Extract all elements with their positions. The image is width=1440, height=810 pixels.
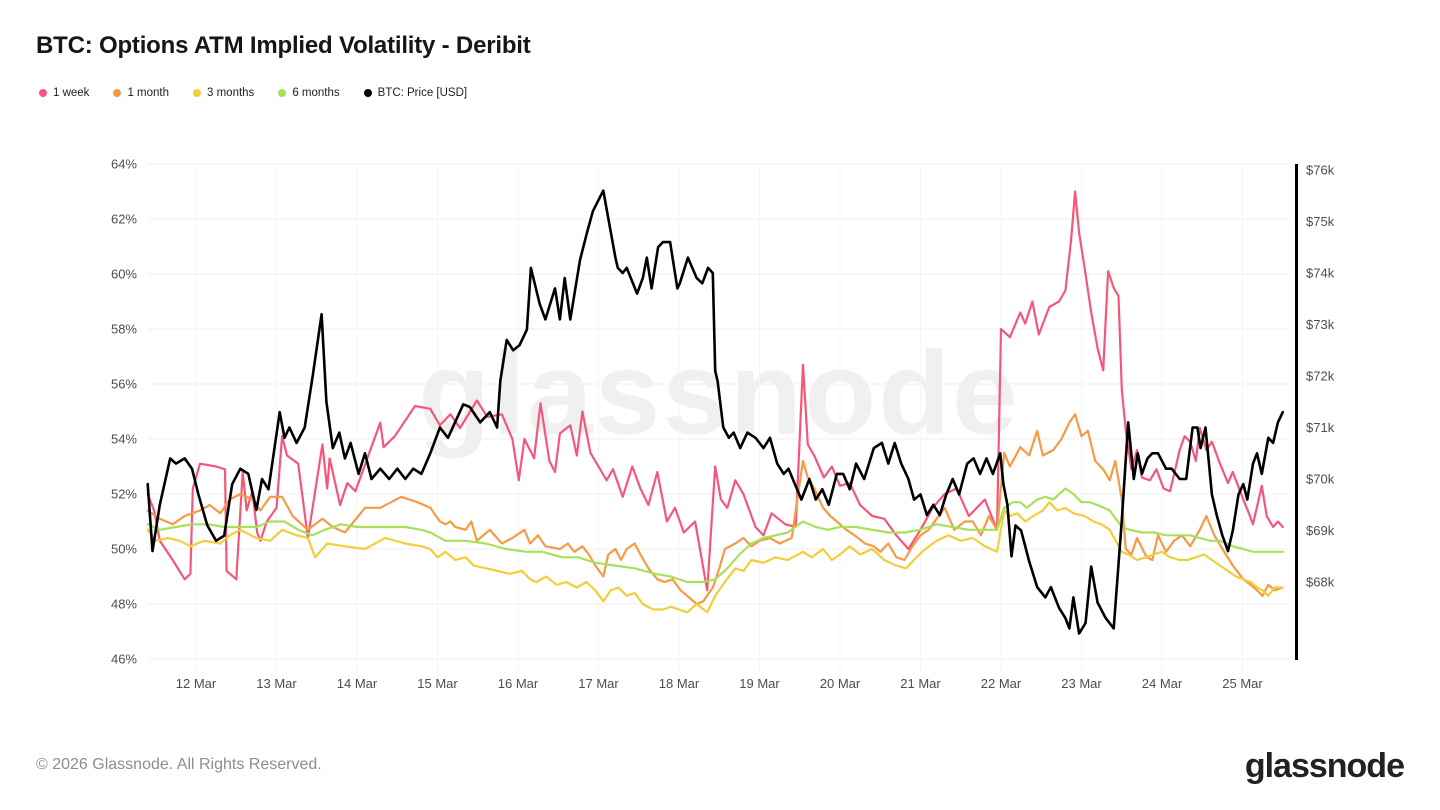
x-axis-tick-label: 19 Mar	[739, 676, 780, 691]
legend-label: 6 months	[292, 87, 340, 99]
series-line-btc-price-usd[interactable]	[146, 189, 1285, 635]
legend-label: 1 month	[127, 87, 169, 99]
x-axis-tick-label: 22 Mar	[981, 676, 1022, 691]
x-axis-tick-label: 15 Mar	[417, 676, 458, 691]
x-axis-tick-label: 24 Mar	[1142, 676, 1183, 691]
y-axis-right-tick-label: $73k	[1306, 317, 1335, 332]
legend-swatch-1-week	[39, 89, 47, 97]
y-axis-right-tick-label: $75k	[1306, 214, 1335, 229]
y-axis-left-tick-label: 62%	[111, 212, 137, 227]
series-line-1-month[interactable]	[146, 413, 1284, 606]
footer-copyright: © 2026 Glassnode. All Rights Reserved.	[36, 756, 322, 773]
glassnode-logo: glassnode	[1244, 747, 1405, 785]
legend-label: 1 week	[53, 87, 90, 99]
legend-item-btc-price-usd[interactable]: BTC: Price [USD]	[363, 87, 468, 99]
x-axis-tick-label: 23 Mar	[1061, 676, 1102, 691]
series-line-1-week[interactable]	[146, 190, 1284, 592]
series-line-3-months[interactable]	[146, 501, 1284, 614]
legend-swatch-btc-price-usd	[363, 89, 372, 97]
y-axis-left-tick-label: 52%	[111, 487, 137, 502]
y-axis-left-tick-label: 48%	[111, 597, 137, 612]
legend-item-6-months[interactable]: 6 months	[278, 87, 340, 99]
legend-swatch-1-month	[113, 89, 122, 97]
legend-item-1-week[interactable]: 1 week	[39, 87, 89, 99]
legend-label: 3 months	[207, 87, 255, 99]
y-axis-left-tick-label: 50%	[111, 542, 137, 557]
y-axis-right-tick-label: $72k	[1306, 369, 1335, 384]
y-axis-left-tick-label: 54%	[111, 432, 137, 447]
y-axis-right-tick-label: $69k	[1306, 523, 1335, 538]
chart-legend: 1 week 1 month 3 months 6 months BTC: Price …	[39, 87, 467, 99]
x-axis-tick-label: 13 Mar	[256, 676, 297, 691]
x-axis-tick-label: 18 Mar	[659, 676, 700, 691]
y-axis-right-tick-label: $70k	[1306, 472, 1335, 487]
x-axis-tick-label: 14 Mar	[337, 676, 378, 691]
y-axis-right-tick-label: $74k	[1306, 266, 1335, 281]
y-axis-left-tick-label: 58%	[111, 322, 137, 337]
y-axis-right-tick-label: $76k	[1306, 163, 1335, 178]
y-axis-right-tick-label: $71k	[1306, 420, 1335, 435]
y-axis-left-tick-label: 64%	[111, 157, 137, 172]
y-axis-left-tick-label: 56%	[111, 377, 137, 392]
legend-label: BTC: Price [USD]	[377, 87, 468, 99]
y-axis-left-tick-label: 46%	[111, 652, 137, 667]
page-title: BTC: Options ATM Implied Volatility - De…	[36, 32, 531, 59]
x-axis-tick-label: 20 Mar	[820, 676, 861, 691]
x-axis-tick-label: 17 Mar	[578, 676, 619, 691]
x-axis-tick-label: 25 Mar	[1222, 676, 1263, 691]
legend-swatch-6-months	[278, 89, 287, 97]
legend-item-1-month[interactable]: 1 month	[113, 87, 169, 99]
legend-item-3-months[interactable]: 3 months	[193, 87, 254, 99]
x-axis-tick-label: 21 Mar	[900, 676, 941, 691]
x-axis-tick-label: 16 Mar	[498, 676, 539, 691]
x-axis-tick-label: 12 Mar	[176, 676, 217, 691]
y-axis-left-tick-label: 60%	[111, 267, 137, 282]
legend-swatch-3-months	[193, 89, 201, 97]
series-line-6-months[interactable]	[146, 487, 1284, 584]
y-axis-right-tick-label: $68k	[1306, 575, 1335, 590]
